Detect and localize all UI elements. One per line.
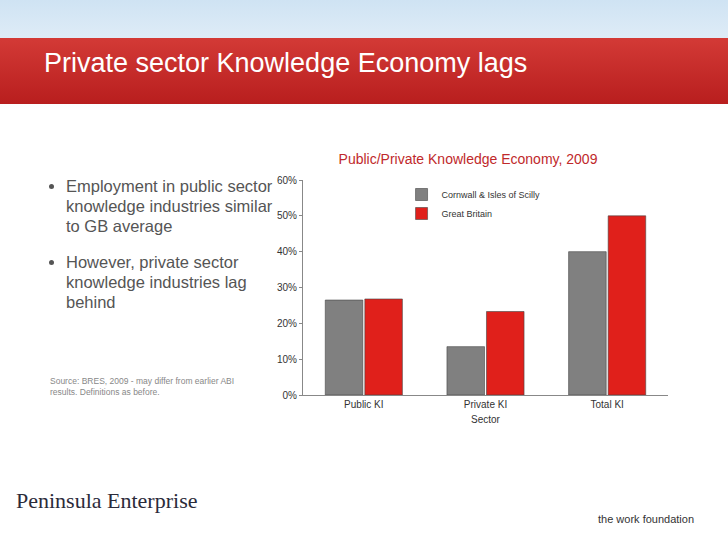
svg-text:Total KI: Total KI xyxy=(590,399,623,410)
svg-text:60%: 60% xyxy=(277,175,297,186)
svg-text:10%: 10% xyxy=(277,354,297,365)
svg-text:Cornwall & Isles of Scilly: Cornwall & Isles of Scilly xyxy=(442,190,541,200)
svg-text:Public KI: Public KI xyxy=(344,399,383,410)
svg-text:0%: 0% xyxy=(283,390,298,401)
html-text:Employment in public sector kn: Employment in public sector knowledge in… xyxy=(66,177,273,235)
svg-text:20%: 20% xyxy=(277,318,297,329)
html-text:the work foundation: the work foundation xyxy=(598,513,694,525)
html-text:Source: BRES, 2009 - may diffe: Source: BRES, 2009 - may differ from ear… xyxy=(50,376,235,397)
svg-text:Sector: Sector xyxy=(471,414,501,425)
html-text:Peninsula Enterprise: Peninsula Enterprise xyxy=(16,488,198,513)
html-text:Private sector Knowledge Econo: Private sector Knowledge Economy lags xyxy=(44,48,528,78)
html-text:However, private sector knowle: However, private sector knowledge indust… xyxy=(66,253,247,311)
svg-text:Private KI: Private KI xyxy=(464,399,507,410)
svg-text:30%: 30% xyxy=(277,282,297,293)
svg-text:50%: 50% xyxy=(277,210,297,221)
svg-text:Great Britain: Great Britain xyxy=(442,209,493,219)
svg-text:40%: 40% xyxy=(277,246,297,257)
svg-text:Public/Private Knowledge Econo: Public/Private Knowledge Economy, 2009 xyxy=(339,151,598,167)
